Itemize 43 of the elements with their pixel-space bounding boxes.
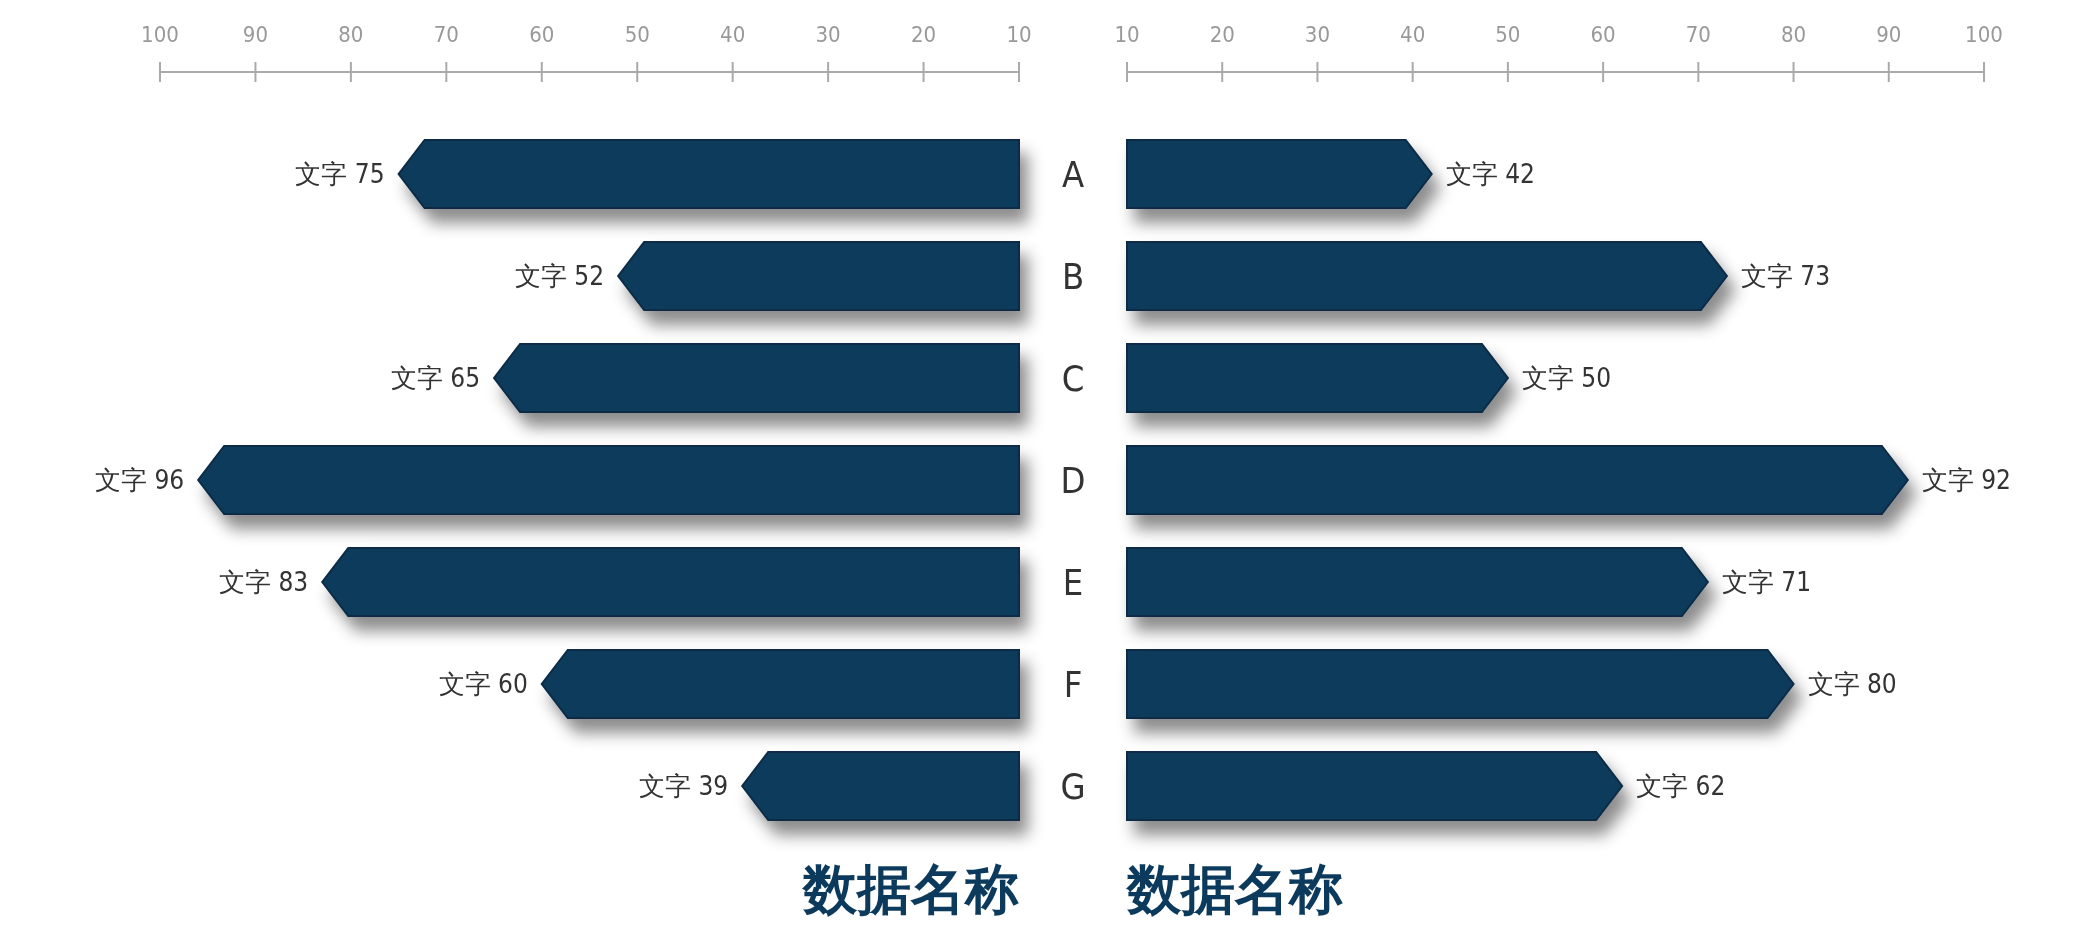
x-tick-label: 90 (1876, 22, 1902, 47)
x-tick-label: 70 (1685, 22, 1711, 47)
x-tick-label: 20 (1209, 22, 1235, 47)
data-label: 文字 92 (1921, 465, 2012, 496)
data-label: 文字 62 (1636, 771, 1726, 802)
x-tick-label: 40 (720, 22, 746, 47)
x-tick-label: 60 (1590, 22, 1616, 47)
y-tick-label: A (1061, 153, 1085, 195)
x-tick-label: 50 (624, 22, 650, 47)
y-tick-label: E (1062, 561, 1084, 603)
y-tick-label: C (1061, 357, 1085, 399)
x-tick-label: 90 (242, 22, 269, 47)
data-label: 文字 73 (1740, 261, 1831, 292)
data-label: 文字 39 (639, 771, 729, 802)
y-tick-label: B (1061, 255, 1085, 297)
x-tick-label: 10 (1114, 22, 1140, 47)
data-label: 文字 71 (1721, 567, 1812, 598)
data-label: 文字 75 (295, 159, 385, 190)
x-tick-label: 50 (1495, 22, 1521, 47)
x-axis-title: 数据名称 (801, 858, 1019, 921)
y-tick-label: D (1060, 459, 1086, 501)
x-tick-label: 40 (1400, 22, 1426, 47)
data-label: 文字 42 (1445, 159, 1535, 190)
data-label: 文字 52 (514, 261, 605, 292)
data-label: 文字 83 (219, 567, 309, 598)
x-tick-label: 30 (815, 22, 841, 47)
y-tick-label: F (1063, 663, 1083, 705)
x-tick-label: 20 (910, 22, 937, 47)
x-tick-label: 80 (1780, 22, 1807, 47)
x-axis-title: 数据名称 (1125, 858, 1343, 921)
x-tick-label: 30 (1304, 22, 1331, 47)
data-label: 文字 65 (390, 363, 481, 394)
data-label: 文字 80 (1807, 669, 1897, 700)
data-label: 文字 96 (94, 465, 185, 496)
data-label: 文字 60 (438, 669, 528, 700)
x-tick-label: 60 (529, 22, 555, 47)
x-tick-label: 80 (338, 22, 364, 47)
x-tick-label: 10 (1006, 22, 1032, 47)
x-tick-label: 70 (433, 22, 459, 47)
x-tick-label: 100 (141, 22, 179, 47)
data-label: 文字 50 (1521, 363, 1612, 394)
x-tick-label: 100 (1965, 22, 2003, 47)
y-tick-label: G (1060, 765, 1086, 807)
